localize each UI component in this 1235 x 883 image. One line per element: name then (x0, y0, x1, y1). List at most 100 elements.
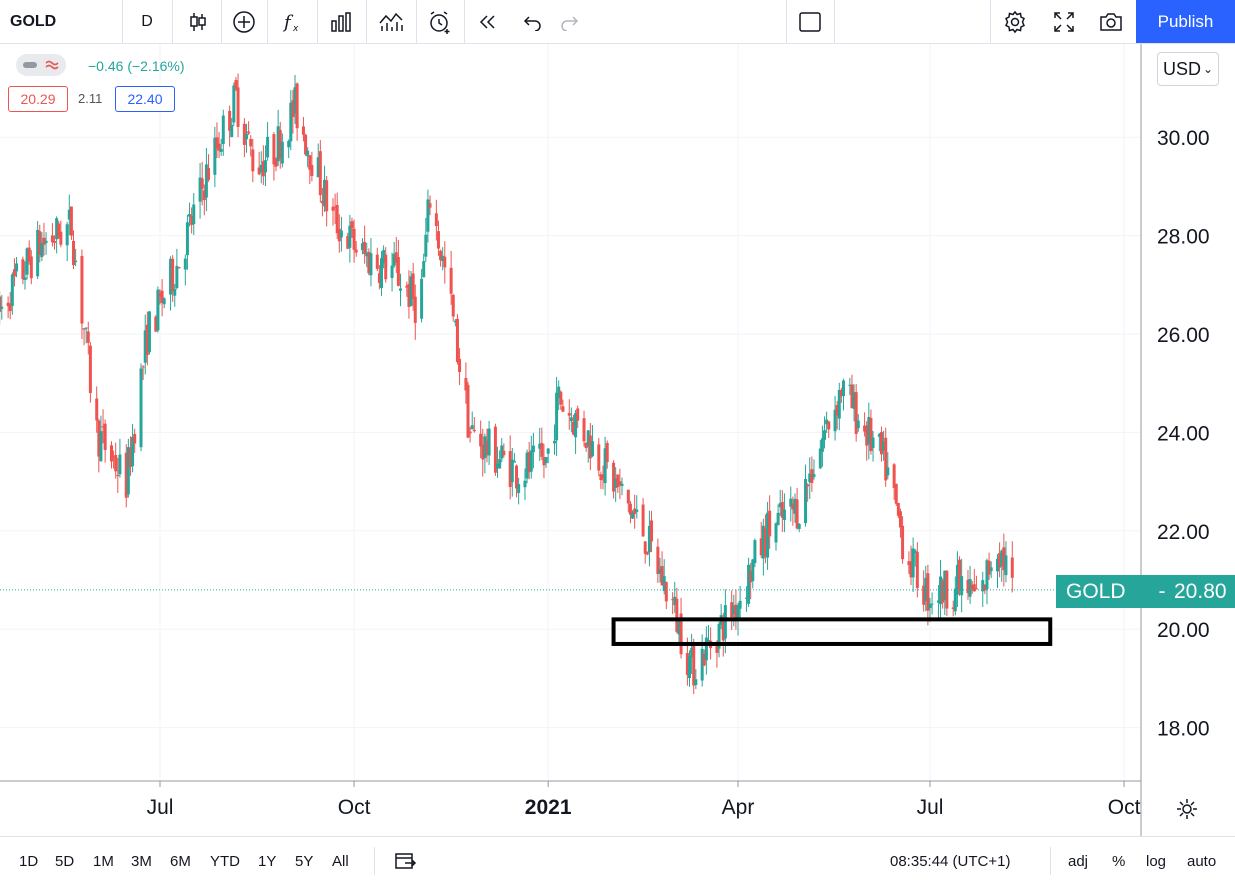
camera-icon[interactable] (1088, 0, 1134, 43)
candle (308, 155, 312, 184)
candle (901, 516, 905, 564)
candle (434, 199, 438, 241)
range-1m-button[interactable]: 1M (93, 853, 114, 870)
candle (882, 430, 886, 461)
range-5d-button[interactable]: 5D (55, 853, 75, 870)
symbol-search-button[interactable]: GOLD (10, 12, 57, 30)
candle (924, 565, 928, 612)
candle (810, 456, 814, 492)
candle (1010, 541, 1014, 593)
candle (458, 348, 462, 386)
candle (896, 502, 900, 519)
candles-icon[interactable] (176, 0, 220, 43)
candle (67, 194, 71, 236)
candle (436, 220, 440, 256)
candle (531, 432, 535, 469)
range-3m-button[interactable]: 3M (131, 853, 152, 870)
candle (185, 214, 189, 270)
candle (677, 617, 681, 645)
candle (147, 310, 151, 355)
candle (945, 570, 949, 616)
candle (36, 221, 40, 280)
candle (966, 569, 970, 600)
candle (453, 318, 457, 327)
candle (523, 468, 527, 501)
price-tick-label: 30.00 (1157, 127, 1210, 150)
candle (0, 294, 4, 320)
range-all-button[interactable]: All (332, 853, 349, 870)
candle (15, 257, 19, 278)
series-visibility-toggle[interactable] (16, 54, 66, 76)
range-1y-button[interactable]: 1Y (258, 853, 277, 870)
candle (69, 206, 73, 240)
candle (590, 425, 594, 458)
candle (261, 145, 265, 185)
price-tag-value: 20.80 (1174, 579, 1227, 603)
layout-icon[interactable] (787, 0, 833, 43)
candle (143, 314, 147, 375)
gear-icon[interactable] (991, 0, 1039, 43)
undo-icon[interactable] (512, 0, 554, 43)
log-toggle[interactable]: log (1146, 853, 1167, 870)
date-range-icon[interactable] (393, 850, 417, 872)
publish-button[interactable]: Publish (1136, 0, 1235, 43)
candle (540, 427, 544, 461)
price-tick-label: 22.00 (1157, 521, 1210, 544)
candle (818, 440, 822, 469)
candle (749, 562, 753, 600)
candle (502, 443, 506, 458)
interval-button[interactable]: D (141, 12, 153, 30)
candle (546, 447, 550, 464)
candle (301, 117, 305, 142)
range-5y-button[interactable]: 5Y (295, 853, 314, 870)
range-1d-button[interactable]: 1D (19, 853, 39, 870)
candle (968, 565, 972, 604)
candle (850, 374, 854, 409)
candle (455, 314, 459, 365)
toolbar-divider (834, 0, 835, 43)
currency-select[interactable]: USD ⌄ (1157, 52, 1219, 86)
candle (320, 187, 324, 217)
candle (65, 221, 69, 262)
replay-icon[interactable] (466, 0, 510, 43)
compare-icon[interactable] (367, 0, 415, 43)
candle (555, 376, 559, 457)
add-indicator-icon[interactable] (222, 0, 266, 43)
auto-toggle[interactable]: auto (1187, 853, 1217, 870)
candle (141, 365, 145, 380)
redo-icon[interactable] (548, 0, 590, 43)
candle (82, 328, 86, 346)
candle (635, 495, 639, 519)
candle (544, 456, 548, 469)
candle (276, 109, 280, 167)
candle (884, 427, 888, 487)
range-6m-button[interactable]: 6M (170, 853, 191, 870)
price-chart[interactable]: 18.00 20.00 22.00 24.00 26.00 28.00 30.00 Jul O… (0, 44, 1235, 836)
candle (780, 490, 784, 533)
candle (86, 321, 90, 355)
axis-settings-gear-icon[interactable] (1175, 797, 1199, 821)
fullscreen-icon[interactable] (1040, 0, 1088, 43)
candle (983, 584, 987, 595)
candle (396, 239, 400, 287)
candle (398, 273, 402, 307)
clock-time[interactable]: 08:35:44 (UTC+1) (890, 853, 1011, 870)
eye-toggle-icon[interactable] (23, 62, 37, 68)
candle (84, 327, 88, 344)
range-ytd-button[interactable]: YTD (210, 853, 240, 870)
bar-chart-icon[interactable] (318, 0, 364, 43)
toolbar-divider (366, 0, 367, 43)
candle (380, 251, 384, 296)
adj-toggle[interactable]: adj (1068, 853, 1089, 870)
candle (426, 189, 430, 243)
candle (190, 207, 194, 234)
candle (266, 122, 270, 161)
candle (289, 90, 293, 151)
candle (559, 390, 563, 410)
percent-toggle[interactable]: % (1112, 853, 1126, 870)
candle (439, 249, 443, 267)
chevron-down-icon: ⌄ (1202, 62, 1214, 76)
alert-icon[interactable] (417, 0, 463, 43)
candle (835, 400, 839, 430)
